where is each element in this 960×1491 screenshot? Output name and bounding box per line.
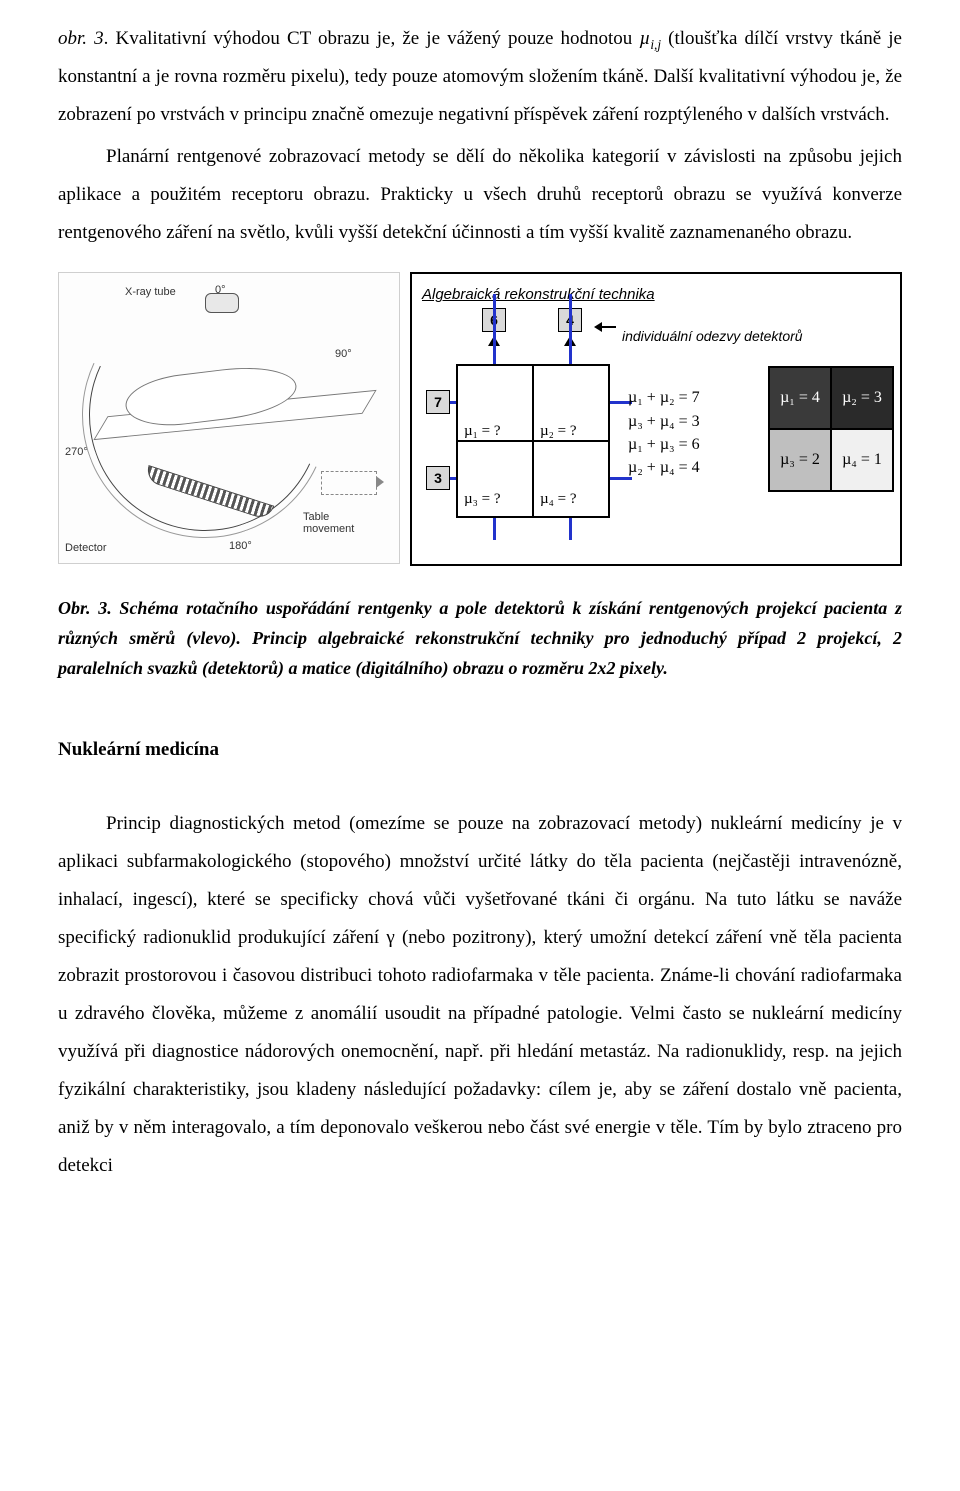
text: Planární rentgenové zobrazovací metody s… <box>58 146 902 243</box>
label-detector: Detector <box>65 537 107 559</box>
label-table-movement: Table movement <box>303 511 373 535</box>
figure-caption: Obr. 3. Schéma rotačního uspořádání rent… <box>58 594 902 683</box>
equation: µ₃ + µ₄ = 3 <box>628 410 700 433</box>
mu4-label: µ₄ = ? <box>540 484 577 514</box>
detector-left-1: 7 <box>426 390 450 414</box>
text: obr. 3. Kvalitativní výhodou CT obrazu j… <box>58 28 902 125</box>
arrow-left-icon <box>602 326 616 328</box>
caption-text: Obr. 3. Schéma rotačního uspořádání rent… <box>58 598 902 677</box>
mu2-label: µ₂ = ? <box>540 416 577 446</box>
figure-row: X-ray tube 0° 90° 180° 270° Detector Tab… <box>58 272 902 566</box>
figure-algebraic-reconstruction: Algebraická rekonstrukční technika 6 4 i… <box>410 272 902 566</box>
label-270deg: 270° <box>65 441 88 463</box>
solution-cell-mu4: µ₄ = 1 <box>831 429 893 491</box>
label-detector-responses: individuální odezvy detektorů <box>622 322 803 350</box>
text: Princip diagnostických metod (omezíme se… <box>58 813 902 1176</box>
equation-block: µ₁ + µ₂ = 7 µ₃ + µ₄ = 3 µ₁ + µ₃ = 6 µ₂ +… <box>628 386 700 479</box>
equation: µ₁ + µ₂ = 7 <box>628 386 700 409</box>
solution-cell-mu3: µ₃ = 2 <box>769 429 831 491</box>
table-movement-arrow <box>321 471 377 495</box>
paragraph-1: obr. 3. Kvalitativní výhodou CT obrazu j… <box>58 20 902 134</box>
solution-cell-mu2: µ₂ = 3 <box>831 367 893 429</box>
detector-left-2: 3 <box>426 466 450 490</box>
figure-ct-schematic: X-ray tube 0° 90° 180° 270° Detector Tab… <box>58 272 400 564</box>
mu1-label: µ₁ = ? <box>464 416 501 446</box>
solution-grid: µ₁ = 4 µ₂ = 3 µ₃ = 2 µ₄ = 1 <box>768 366 894 492</box>
xray-tube-icon <box>205 293 239 313</box>
mu3-label: µ₃ = ? <box>464 484 501 514</box>
solution-cell-mu1: µ₁ = 4 <box>769 367 831 429</box>
paragraph-3: Princip diagnostických metod (omezíme se… <box>58 805 902 1185</box>
equation: µ₂ + µ₄ = 4 <box>628 456 700 479</box>
figure-right-title: Algebraická rekonstrukční technika <box>422 280 655 310</box>
paragraph-2: Planární rentgenové zobrazovací metody s… <box>58 138 902 252</box>
label-90deg: 90° <box>335 343 352 365</box>
label-180deg: 180° <box>229 535 252 557</box>
equation: µ₁ + µ₃ = 6 <box>628 433 700 456</box>
section-heading-nuclear-medicine: Nukleární medicína <box>58 731 902 769</box>
